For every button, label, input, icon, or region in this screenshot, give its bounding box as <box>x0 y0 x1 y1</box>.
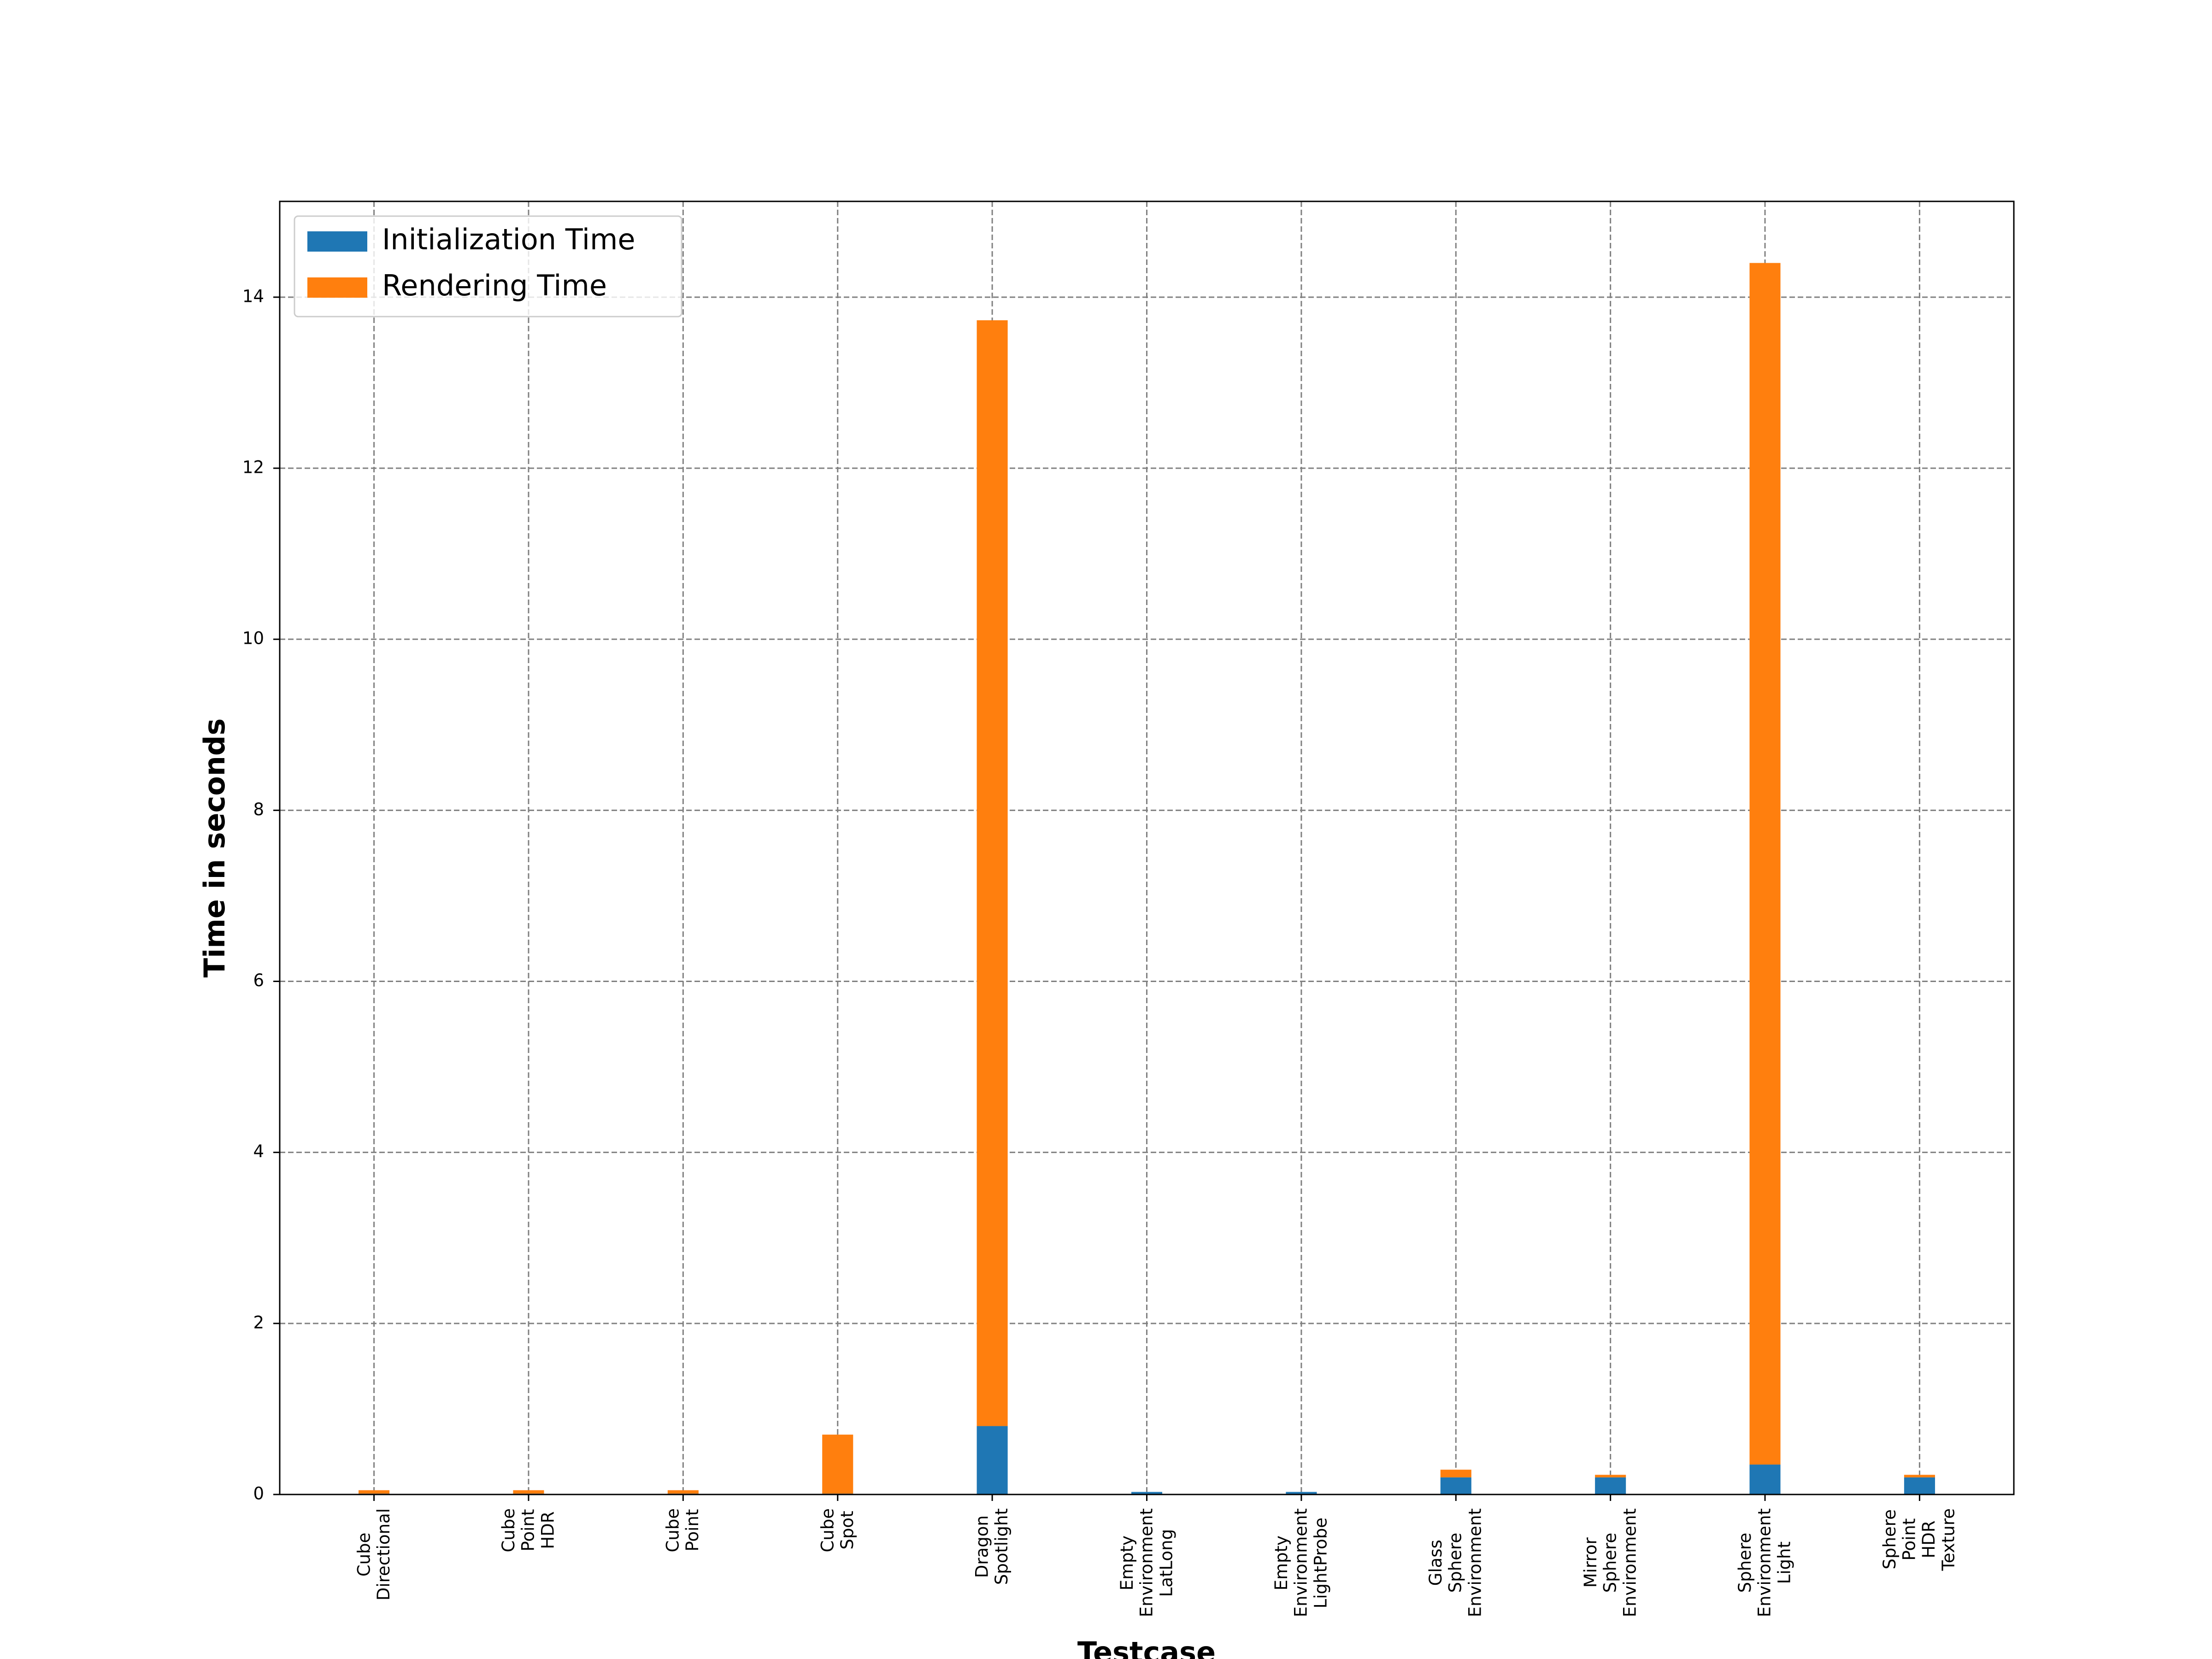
bar-segment <box>1749 263 1781 1465</box>
y-tick-label: 4 <box>253 1141 264 1161</box>
y-tick-label: 0 <box>253 1484 264 1504</box>
bar-segment <box>1595 1477 1626 1494</box>
plot-frame <box>279 200 2015 1495</box>
bar-segment <box>1440 1477 1471 1494</box>
bar-segment <box>822 1435 853 1494</box>
x-tick-label: Cube Point <box>663 1508 703 1553</box>
y-tick-label: 6 <box>253 971 264 990</box>
legend-box <box>294 215 682 318</box>
y-tick-label: 10 <box>242 629 264 648</box>
bar-segment <box>667 1490 699 1494</box>
y-tick-label: 8 <box>253 800 264 819</box>
y-axis-label: Time in seconds <box>198 718 231 977</box>
x-tick-label: Empty Environment LatLong <box>1117 1508 1176 1618</box>
x-tick-label: Dragon Spotlight <box>972 1508 1012 1585</box>
legend-label: Rendering Time <box>382 269 607 302</box>
bar-segment <box>359 1490 390 1494</box>
bar-segment <box>1440 1470 1471 1477</box>
bar-segment <box>1904 1477 1935 1494</box>
legend-label: Initialization Time <box>382 223 635 256</box>
bar-segment <box>1749 1465 1781 1494</box>
bar-segment <box>513 1490 544 1494</box>
bar-segment <box>1131 1492 1163 1494</box>
y-tick-label: 12 <box>242 458 264 477</box>
legend-swatch <box>307 277 367 298</box>
x-tick-label: Cube Point HDR <box>499 1508 558 1553</box>
x-tick-label: Glass Sphere Environment <box>1426 1508 1485 1618</box>
x-tick-label: Sphere Environment Light <box>1735 1508 1794 1618</box>
y-tick-label: 14 <box>242 286 264 306</box>
y-tick-label: 2 <box>253 1312 264 1332</box>
bar-segment <box>1904 1475 1935 1477</box>
x-tick-label: Cube Directional <box>354 1508 394 1601</box>
x-tick-label: Mirror Sphere Environment <box>1580 1508 1640 1618</box>
bar-segment <box>1595 1475 1626 1477</box>
bar-segment <box>1286 1492 1317 1494</box>
bar-segment <box>977 320 1008 1426</box>
x-tick-label: Empty Environment LightProbe <box>1271 1508 1331 1618</box>
x-axis-label: Testcase <box>1077 1635 1216 1659</box>
bar-segment <box>977 1426 1008 1494</box>
x-tick-label: Cube Spot <box>818 1508 857 1553</box>
x-tick-label: Sphere Point HDR Texture <box>1880 1508 1959 1571</box>
legend-swatch <box>307 231 367 252</box>
